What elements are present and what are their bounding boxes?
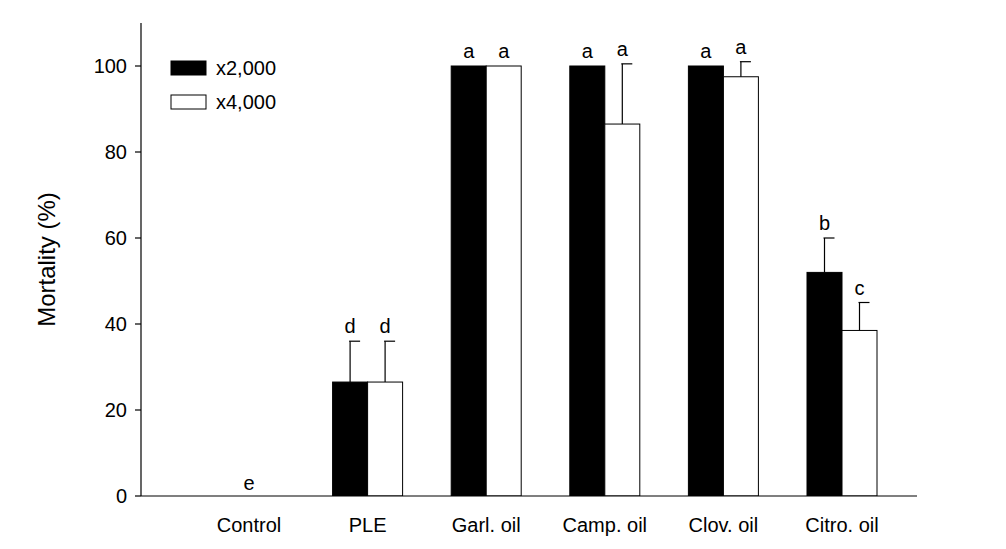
y-axis-title: Mortality (%) — [33, 192, 60, 327]
y-tick-label: 0 — [116, 485, 127, 507]
bars — [333, 62, 877, 496]
x-tick-label: Clov. oil — [689, 514, 759, 536]
significance-letter: a — [582, 40, 594, 62]
y-tick — [135, 151, 141, 152]
error-line — [350, 341, 351, 382]
bar — [807, 272, 842, 496]
error-cap — [349, 341, 360, 342]
bar — [368, 382, 403, 496]
significance-letter: b — [819, 212, 830, 234]
y-tick-label: 80 — [105, 141, 127, 163]
annotation: e — [243, 472, 254, 494]
error-cap — [859, 302, 870, 303]
significance-letter: d — [380, 315, 391, 337]
error-line — [740, 62, 741, 77]
significance-letter: c — [855, 277, 865, 299]
y-tick — [135, 323, 141, 324]
chart: d a a a b d a a a c e 0 20 40 60 80 100 Control PLE Garl. o… — [0, 0, 1006, 549]
y-tick-label: 100 — [94, 55, 127, 77]
legend-label: x4,000 — [216, 91, 276, 113]
error-line — [622, 64, 623, 124]
x-tick-label: Camp. oil — [563, 514, 647, 536]
error-bar — [824, 238, 835, 272]
y-tick — [135, 409, 141, 410]
y-tick — [135, 65, 141, 66]
error-cap — [384, 341, 395, 342]
bar — [605, 124, 640, 496]
error-bar — [859, 303, 870, 331]
significance-letter: a — [735, 36, 747, 58]
error-cap — [824, 237, 835, 238]
y-tick-label: 40 — [105, 313, 127, 335]
x-tick-label: Citro. oil — [805, 514, 878, 536]
error-bar — [349, 341, 360, 382]
bar — [723, 77, 758, 496]
error-line — [385, 341, 386, 382]
x-axis — [141, 495, 917, 496]
error-cap — [740, 61, 751, 62]
bar — [570, 66, 605, 496]
error-bar — [384, 341, 395, 382]
error-line — [824, 238, 825, 272]
y-axis — [140, 23, 141, 496]
bar — [842, 330, 877, 496]
legend-label: x2,000 — [216, 57, 276, 79]
significance-letter: d — [345, 315, 356, 337]
bar — [333, 382, 368, 496]
legend-swatch — [171, 61, 206, 75]
significance-letter: a — [617, 38, 629, 60]
legend-swatch — [171, 95, 206, 109]
error-bar — [621, 64, 632, 124]
error-line — [859, 303, 860, 331]
y-tick-label: 60 — [105, 227, 127, 249]
y-tick — [135, 237, 141, 238]
bar — [688, 66, 723, 496]
x-tick-label: Garl. oil — [452, 514, 521, 536]
y-tick-label: 20 — [105, 399, 127, 421]
x-tick-label: Control — [217, 514, 281, 536]
significance-letter: a — [700, 40, 712, 62]
significance-letter: a — [463, 40, 475, 62]
bar — [451, 66, 486, 496]
significance-letter: a — [498, 40, 510, 62]
error-bar — [740, 62, 751, 77]
bar — [486, 66, 521, 496]
y-tick — [135, 495, 141, 496]
x-tick-label: PLE — [349, 514, 387, 536]
error-cap — [621, 63, 632, 64]
